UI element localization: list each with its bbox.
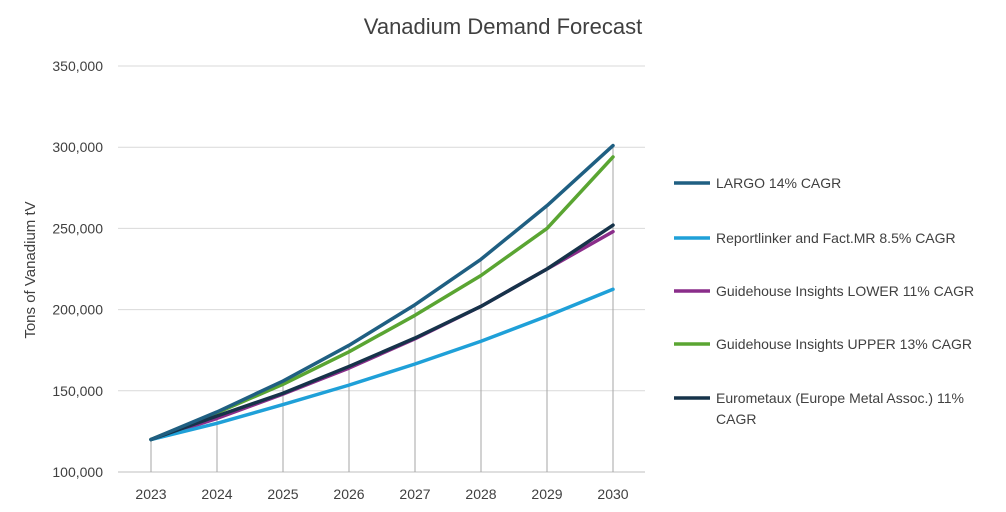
series-line (149, 229, 615, 442)
x-tick-label: 2030 (597, 486, 628, 502)
y-tick-label: 300,000 (52, 139, 103, 155)
x-tick-label: 2026 (333, 486, 364, 502)
x-tick-labels: 2023 2024 2025 2026 2027 2028 2029 2030 (135, 486, 628, 502)
x-tick-label: 2027 (399, 486, 430, 502)
x-tick-label: 2024 (201, 486, 232, 502)
legend: LARGO 14% CAGR Reportlinker and Fact.MR 8… (674, 175, 974, 427)
y-tick-labels: 100,000 150,000 200,000 250,000 300,000 350,0… (52, 58, 103, 480)
y-tick-label: 150,000 (52, 383, 103, 399)
gridlines (118, 65, 645, 473)
x-tick-label: 2028 (465, 486, 496, 502)
y-tick-label: 200,000 (52, 302, 103, 318)
legend-entry: LARGO 14% CAGR (716, 175, 841, 191)
legend-entry: Guidehouse Insights UPPER 13% CAGR (716, 336, 972, 352)
legend-entry: Guidehouse Insights LOWER 11% CAGR (716, 283, 974, 299)
y-tick-label: 100,000 (52, 464, 103, 480)
x-tick-label: 2023 (135, 486, 166, 502)
series-line (149, 287, 615, 442)
x-tick-label: 2029 (531, 486, 562, 502)
chart-title: Vanadium Demand Forecast (364, 14, 642, 39)
y-tick-label: 350,000 (52, 58, 103, 74)
legend-entry: Eurometaux (Europe Metal Assoc.) 11% CAGR (716, 390, 964, 427)
legend-entry: Reportlinker and Fact.MR 8.5% CAGR (716, 230, 956, 246)
x-tick-label: 2025 (267, 486, 298, 502)
series-lines (149, 143, 615, 442)
y-tick-label: 250,000 (52, 220, 103, 236)
series-line (149, 155, 615, 442)
series-line (149, 223, 615, 442)
y-axis-label: Tons of Vanadium tV (22, 201, 39, 338)
series-line (149, 143, 615, 442)
